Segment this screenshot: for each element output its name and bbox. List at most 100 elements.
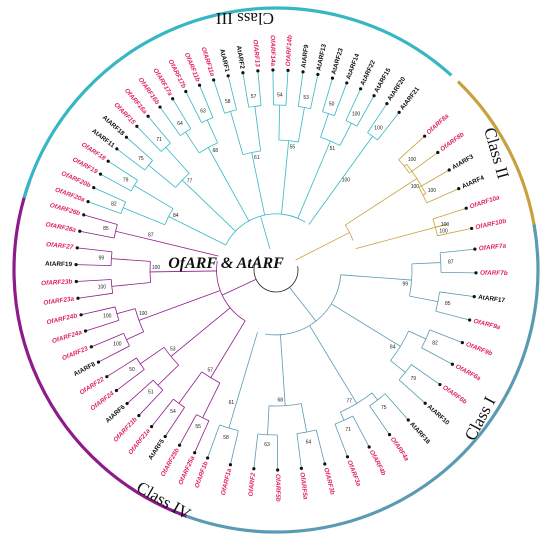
leaf-label: OfARF22 [79,376,106,397]
leaf-branch [213,79,225,114]
pair-branch [339,411,345,421]
leaf-branch [230,430,239,465]
pair-branch [148,164,176,188]
leaf-dot [106,159,110,163]
leaf-label: OfARF8b [439,131,466,153]
group-branch [181,179,236,232]
leaf-dot [423,401,427,405]
leaf-label: AtARF8 [73,361,97,378]
group-branch [170,307,231,357]
leaf-branch [147,115,171,144]
leaf-label: OfARF9a [473,318,502,332]
bootstrap-label: 100 [441,222,450,228]
leaf-dot [457,187,461,191]
leaf-dot [271,68,275,72]
leaf-branch [440,248,475,254]
leaf-label: OfARF9b [465,341,493,358]
leaf-label: OfARF2 [248,472,258,497]
pair-branch [345,136,373,173]
group-branch [168,216,226,246]
pair-branch [278,105,281,141]
bootstrap-label: 64 [306,439,312,445]
leaf-label: OfARF14a [269,35,276,66]
leaf-label: OfARF26b [49,202,81,217]
leaf-branch [310,74,319,109]
leaf-label: AtARF3 [451,153,475,171]
leaf-branch [80,306,116,316]
leaf-dot [184,89,188,94]
leaf-branch [411,364,441,385]
leaf-dot [74,279,78,284]
leaf-branch [426,188,459,204]
leaf-label: OfARF14b [285,35,294,67]
pair-branch [115,230,144,239]
leaf-dot [82,213,86,217]
clade-stem [221,278,257,296]
leaf-branch [87,201,122,214]
bootstrap-label: 84 [390,345,396,351]
leaf-dot [105,375,109,379]
leaf-branch [369,405,390,435]
leaf-branch [285,70,289,106]
leaf-dot [212,78,216,82]
pair-branch [409,295,439,303]
leaf-dot [316,72,320,77]
pair-branch [157,364,179,386]
leaf-label: OfARF27 [46,241,74,251]
pair-branch [206,119,218,143]
leaf-branch [384,393,409,421]
leaf-dot [171,97,175,101]
group-arc [242,150,261,156]
leaf-dot [76,296,80,300]
leaf-branch [83,214,118,225]
bootstrap-label: 63 [264,442,270,448]
leaf-branch [93,187,126,203]
leaf-label: AtARF10 [426,403,451,426]
pair-arc [369,393,386,407]
leaf-label: OfARF23b [41,278,73,287]
pair-branch [111,258,151,262]
pair-arc [173,398,185,408]
bootstrap-label: 100 [352,112,361,118]
bootstrap-label: 53 [303,95,309,101]
bootstrap-label: 99 [402,281,408,287]
leaf-label: AtARF1 [218,48,231,73]
group-branch [150,270,217,273]
group-branch [331,303,401,347]
leaf-branch [77,247,113,253]
leaf-label: AtARF4 [461,174,486,190]
bootstrap-label: 77 [187,178,193,184]
leaf-label: AtARF21 [399,86,421,112]
leaf-label: OfARF1b [194,460,210,489]
leaf-dot [226,74,230,78]
leaf-dot [163,434,167,439]
leaf-branch [126,136,153,161]
leaf-label: OfARF4a [389,436,411,463]
pair-arc [219,424,239,432]
leaf-branch [77,292,113,299]
pair-arc [322,111,335,117]
leaf-label: OfARF11b [183,52,201,83]
pair-branch [140,346,165,365]
leaf-label: AtARF11 [90,128,116,150]
leaf-label: OfARF8a [425,112,450,136]
pair-branch [403,163,407,167]
pair-arc [418,187,428,204]
pair-branch [390,360,406,373]
leaf-dot [473,247,477,251]
pair-branch [116,308,136,315]
group-branch [279,334,286,406]
leaf-branch [116,148,145,171]
bootstrap-label: 82 [432,340,438,346]
pair-branch [339,123,352,146]
pair-branch [320,113,329,138]
bootstrap-label: 84 [173,213,179,219]
clade-stem [289,287,317,322]
group-branch [143,237,219,257]
class-arcs [12,6,540,534]
bootstrap-label: 51 [148,390,154,396]
leaf-dot [470,226,474,231]
leaf-label: AtARF23 [330,47,344,75]
leaf-dot [299,466,303,470]
bootstrap-label: 50 [329,101,335,107]
